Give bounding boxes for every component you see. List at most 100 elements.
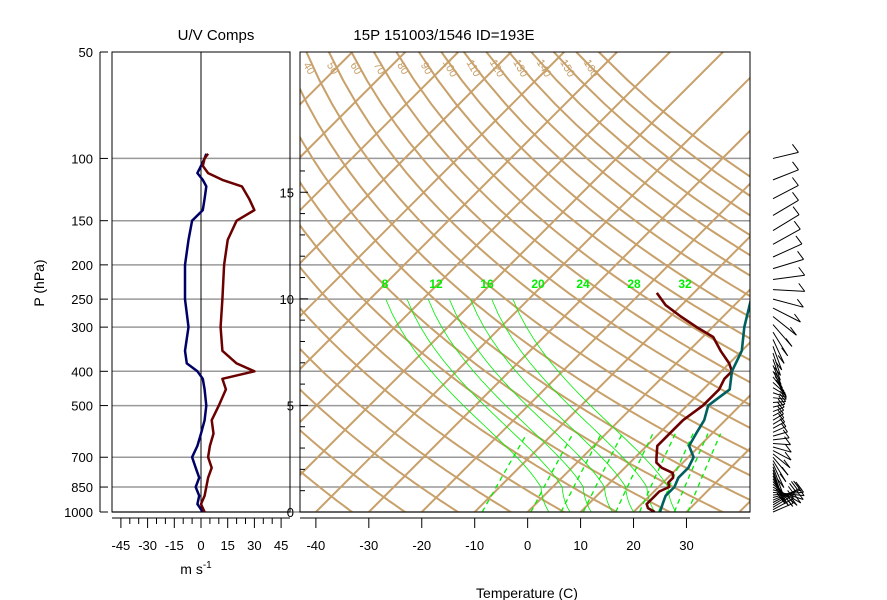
wind-barb-flag <box>778 395 786 405</box>
isotherm-line <box>300 52 459 212</box>
skewt-panel: -40 -30 -20 -10 0 10 20 30 0 5 10 15 8 12 16 20 24 28 32 40… <box>280 51 751 553</box>
wind-barb-staff <box>772 426 787 433</box>
wind-barb-flag <box>784 443 792 453</box>
wind-barb-flag <box>781 347 789 357</box>
wind-barb-flag <box>773 371 781 381</box>
dry-adiabat-line <box>373 52 750 384</box>
mixing-ratio-label: 8 <box>382 277 389 291</box>
wind-barb-flag <box>786 498 794 507</box>
wind-barb-staff <box>772 497 794 511</box>
dry-adiabat-line <box>300 86 750 477</box>
wind-barb-flag <box>794 494 802 504</box>
wind-barb-flag <box>794 313 801 323</box>
wind-barb-staff <box>772 491 805 497</box>
wind-barb-flag <box>785 338 793 347</box>
wind-barbs <box>772 144 806 513</box>
uv-title: U/V Comps <box>178 27 255 44</box>
wind-barb-staff <box>772 437 790 441</box>
wind-barb-flag <box>798 283 806 292</box>
wind-barb-flag <box>777 409 785 419</box>
mixing-ratio-line <box>560 433 602 512</box>
pressure-tick-label: 150 <box>71 214 93 229</box>
pressure-axis-label: P (hPa) <box>31 259 47 306</box>
dry-adiabat-line <box>418 52 750 340</box>
wind-barb-staff <box>772 199 799 216</box>
mixing-ratio-line <box>481 433 528 512</box>
wind-barb-staff <box>772 397 787 400</box>
dry-adiabat-line <box>300 223 673 512</box>
mixing-ratio-label: 32 <box>678 277 692 291</box>
dry-adiabat-line <box>300 306 566 512</box>
wind-barb-flag <box>777 398 785 408</box>
dry-adiabat-line <box>350 52 750 406</box>
mixing-ratio-line <box>687 433 722 512</box>
isotherm-line <box>300 52 407 159</box>
isotherm-line <box>368 129 750 512</box>
isotherm-line <box>300 52 618 371</box>
wind-barb-flag <box>777 402 785 411</box>
wind-barb-flag <box>784 451 792 461</box>
wind-barb-staff <box>772 151 799 159</box>
wind-barb-staff <box>772 469 783 498</box>
wind-barb-staff <box>772 289 805 292</box>
dry-adiabat-label: 50 <box>324 60 341 77</box>
wind-barb-flag <box>789 483 796 492</box>
dry-adiabat-label: 130 <box>510 58 530 80</box>
isotherm-line <box>526 288 750 512</box>
dry-adiabat-line <box>395 52 750 362</box>
moist-adiabat-line <box>385 298 550 512</box>
dry-adiabat-label: 100 <box>440 58 460 80</box>
wind-barb-flag <box>791 177 799 186</box>
isotherm-line <box>473 235 750 512</box>
dry-adiabat-line <box>305 52 750 453</box>
wind-barb-flag <box>777 405 784 415</box>
isotherm-line <box>300 52 512 265</box>
dry-adiabat-label: 150 <box>557 58 577 80</box>
dry-adiabat-line <box>300 180 726 512</box>
mixing-ratio-label: 20 <box>531 277 545 291</box>
wind-barb-flag <box>779 473 787 483</box>
wind-barb-staff <box>772 463 785 488</box>
wind-barb-staff <box>772 258 804 270</box>
wind-barb-flag <box>778 413 786 423</box>
temperature-tick-label: 30 <box>679 538 693 553</box>
pressure-tick-label: 1000 <box>64 505 93 520</box>
moist-adiabat-line <box>470 298 634 512</box>
uv-x-tick-label: -30 <box>138 538 157 553</box>
dry-adiabat-line <box>300 265 620 512</box>
wind-barb-staff <box>772 392 787 398</box>
dry-adiabat-label: 70 <box>371 60 388 77</box>
wind-barb-staff <box>772 346 783 371</box>
wind-barb-flag <box>779 393 787 402</box>
mixing-ratio-label: 24 <box>576 277 590 291</box>
wind-barb-staff <box>772 185 799 200</box>
wind-barb-flag <box>790 481 798 490</box>
wind-barb-flag <box>796 491 804 500</box>
wind-barb-staff <box>772 365 782 385</box>
uv-x-tick-label: 15 <box>220 538 234 553</box>
dry-adiabat-label: 60 <box>347 60 364 77</box>
isotherm-line <box>315 76 750 512</box>
wind-barb-flag <box>798 266 806 276</box>
wind-barb-flag <box>777 479 785 488</box>
uv-frame <box>111 51 291 513</box>
dry-adiabat-line <box>440 52 750 319</box>
wind-barb-staff <box>772 409 784 417</box>
wind-barb-staff <box>772 453 791 469</box>
wind-barb-flag <box>790 497 798 506</box>
wind-barb-flag <box>797 483 804 493</box>
wind-barb-flag <box>777 382 785 392</box>
wind-barb-flag <box>792 161 799 171</box>
mixing-ratio-line <box>615 433 654 512</box>
dry-adiabat-line <box>300 347 513 512</box>
temperature-tick-label: -10 <box>465 538 484 553</box>
skewt-title: 15P 151003/1546 ID=193E <box>353 27 534 44</box>
wind-barb-staff <box>772 446 792 453</box>
wind-barb-flag <box>774 367 781 376</box>
wind-barb-staff <box>772 442 791 446</box>
height-tick-label: 15 <box>280 185 294 200</box>
uv-x-tick-label: -45 <box>112 538 131 553</box>
wind-barb-staff <box>772 298 804 308</box>
wind-barb-staff <box>772 403 786 408</box>
